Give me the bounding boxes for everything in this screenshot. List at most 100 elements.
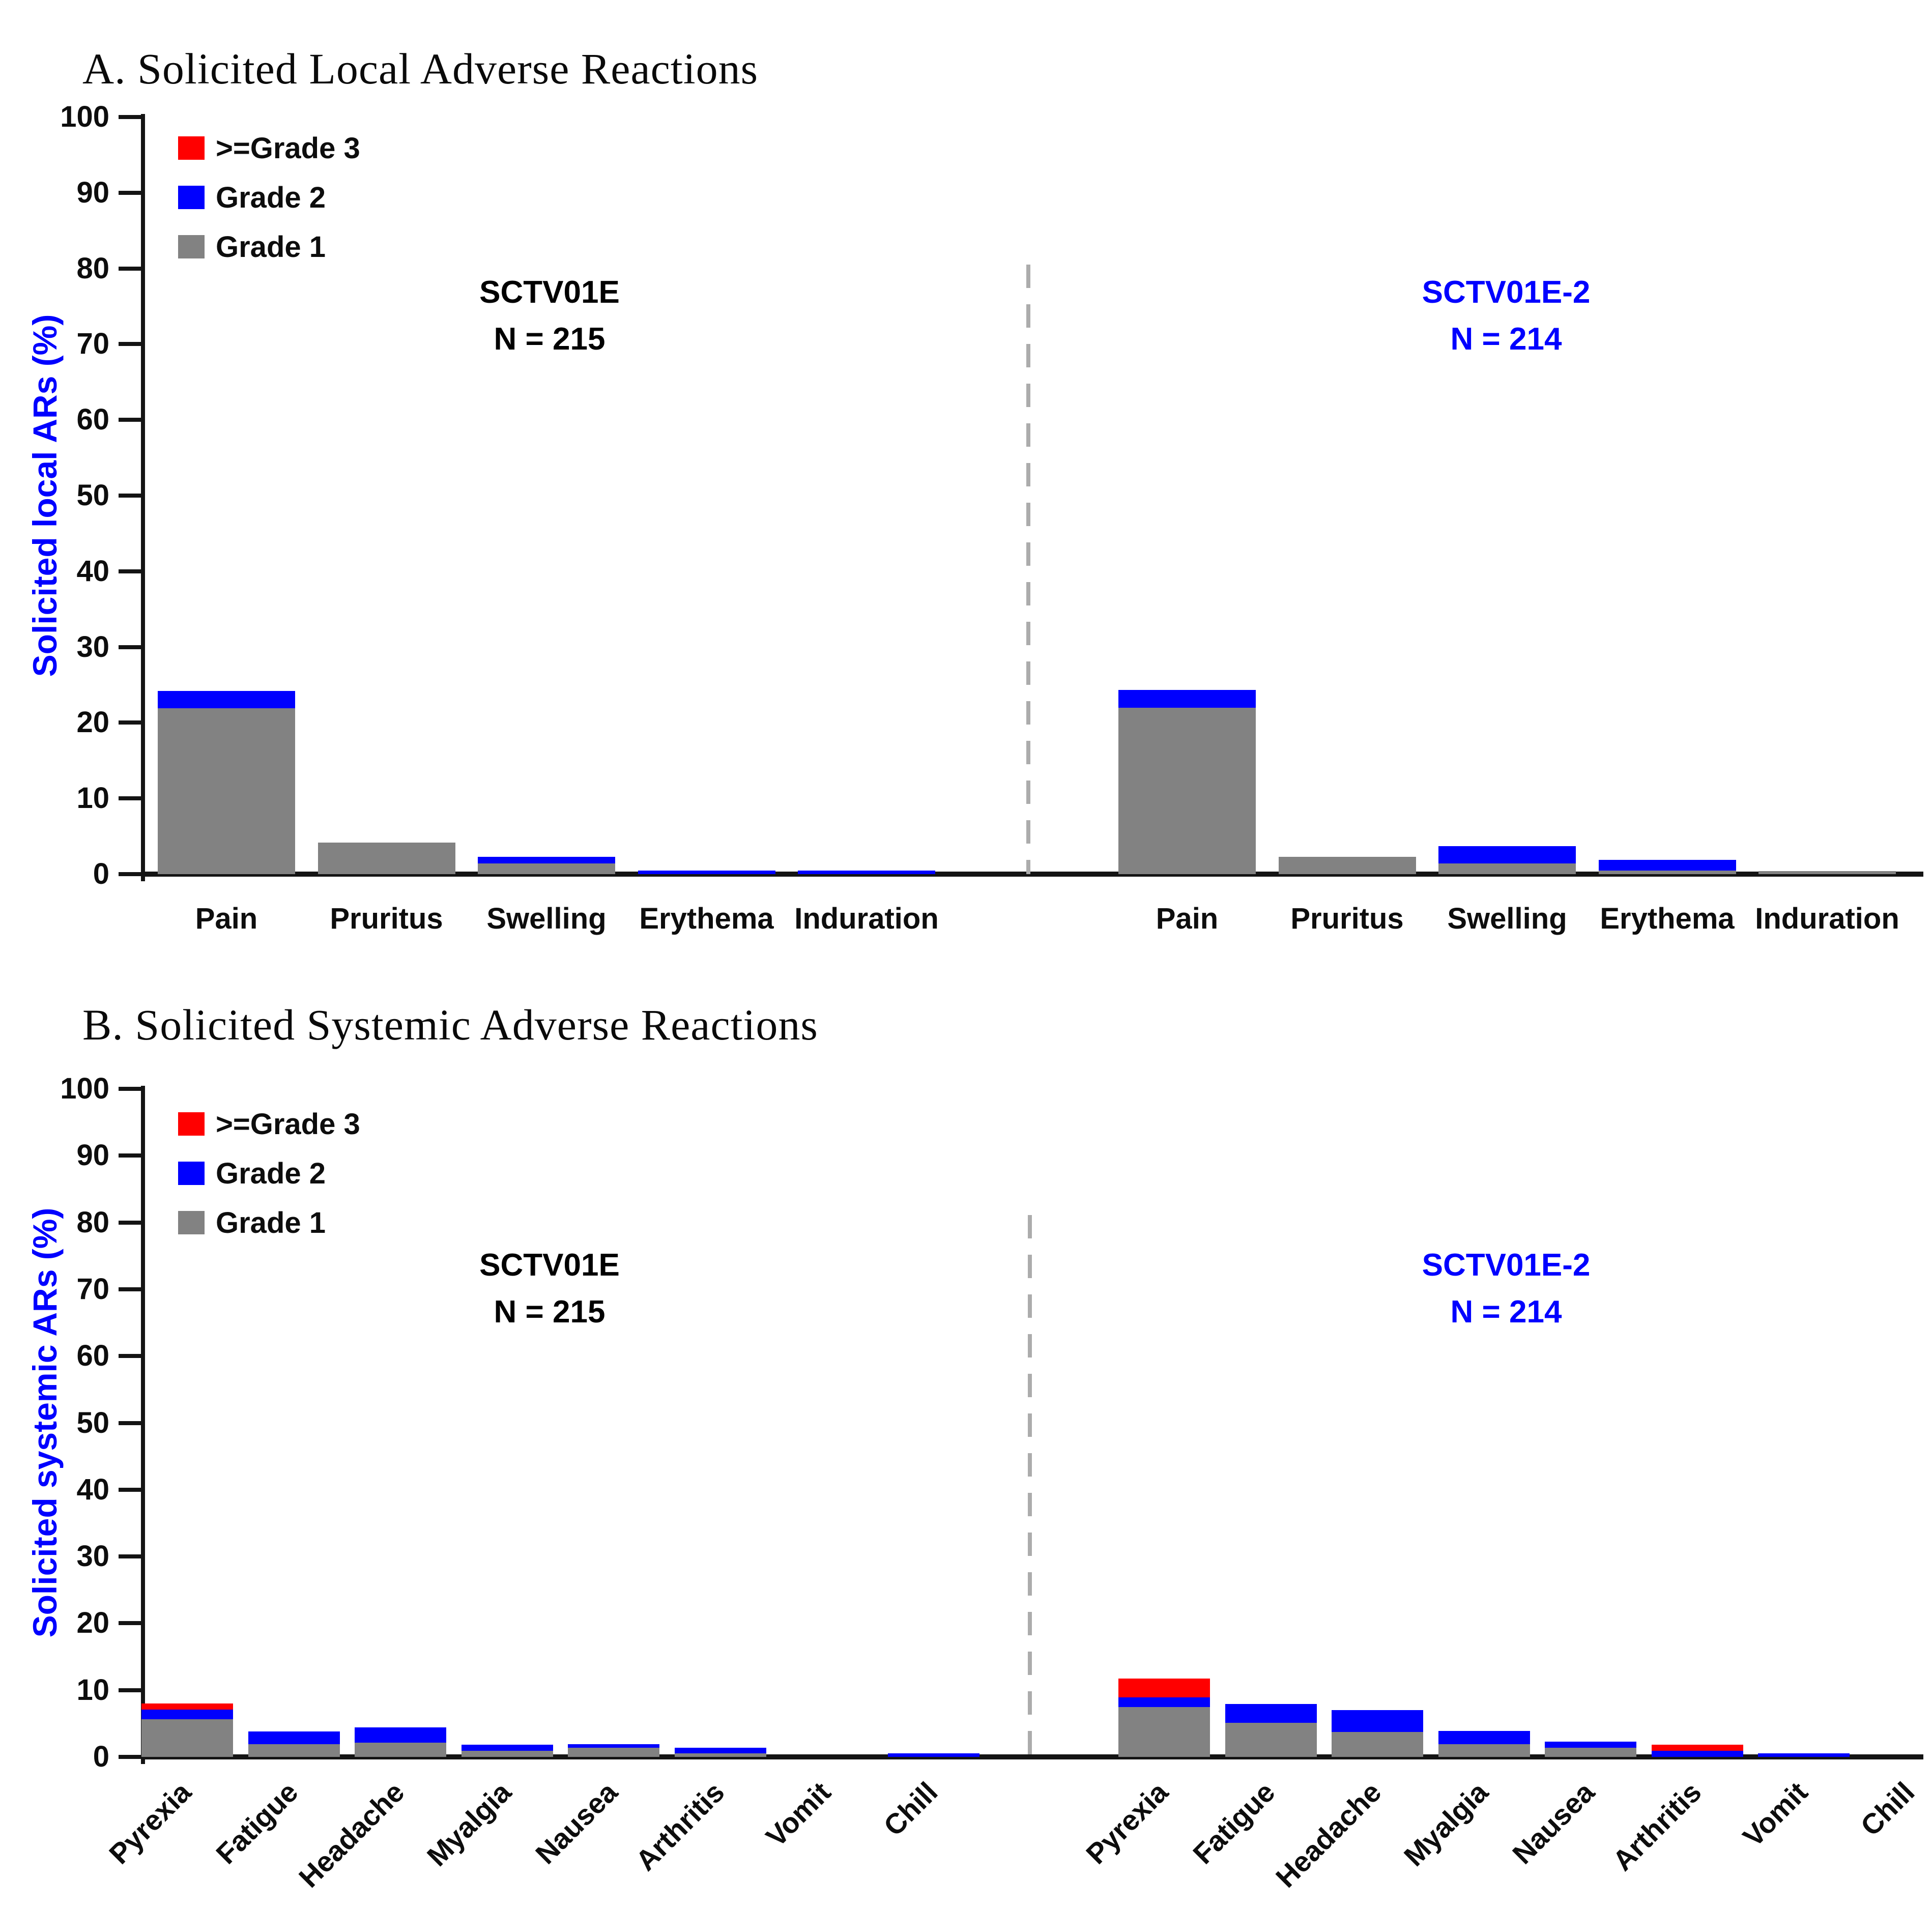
bar-fatigue-grade1 <box>1225 1723 1317 1757</box>
y-tick-label: 70 <box>76 327 109 361</box>
grade3-swatch <box>178 136 205 160</box>
legend-label-grade2: Grade 2 <box>216 181 326 214</box>
y-tick <box>119 796 141 801</box>
group-n: N = 214 <box>1450 1294 1562 1330</box>
y-tick-label: 0 <box>93 857 109 890</box>
bar-swelling-grade1 <box>478 863 615 874</box>
y-tick-label: 0 <box>93 1740 109 1773</box>
y-tick <box>119 266 141 271</box>
bar-arthritis-grade1 <box>674 1753 766 1757</box>
y-tick <box>119 1554 141 1559</box>
bar-myalgia-grade1 <box>1438 1744 1530 1757</box>
x-category-label: Pain <box>195 902 258 935</box>
bar-induration-grade2 <box>798 870 935 874</box>
legend-a: >=Grade 3 Grade 2 Grade 1 <box>178 130 360 278</box>
x-category-label: Swelling <box>486 902 607 935</box>
y-tick-label: 10 <box>76 782 109 815</box>
grade1-swatch <box>178 1211 205 1234</box>
group-header-sctv01e-local: SCTV01E N = 215 <box>270 275 829 357</box>
grade3-swatch <box>178 1112 205 1136</box>
grade2-swatch <box>178 1162 205 1185</box>
bar-fatigue-grade2 <box>248 1731 340 1745</box>
y-tick-label: 80 <box>76 1205 109 1239</box>
grade1-swatch <box>178 235 205 258</box>
y-tick <box>119 190 141 195</box>
y-tick-label: 40 <box>76 1472 109 1506</box>
bar-nausea-grade2 <box>568 1744 659 1748</box>
bar-pain-grade2 <box>1118 690 1256 708</box>
y-tick <box>119 720 141 725</box>
bar-arthritis-grade2 <box>1651 1751 1743 1757</box>
bar-swelling-grade2 <box>1438 846 1576 864</box>
y-tick <box>119 1354 141 1359</box>
x-category-label: Induration <box>1755 902 1899 935</box>
bar-swelling-grade1 <box>1438 863 1576 874</box>
bar-pain-grade1 <box>158 708 295 874</box>
group-header-sctv01e2-local: SCTV01E-2 N = 214 <box>1226 275 1786 357</box>
y-tick-label: 80 <box>76 251 109 285</box>
y-tick <box>119 494 141 498</box>
y-tick <box>119 1688 141 1692</box>
x-category-label: Pruritus <box>330 902 443 935</box>
group-name: SCTV01E-2 <box>1422 1248 1591 1283</box>
y-tick-label: 90 <box>76 176 109 209</box>
legend-label-grade1: Grade 1 <box>216 1206 326 1239</box>
y-tick-label: 90 <box>76 1139 109 1172</box>
bar-nausea-grade2 <box>1545 1741 1636 1748</box>
x-category-label: Pain <box>1156 902 1219 935</box>
y-tick <box>119 418 141 422</box>
group-name: SCTV01E <box>479 1248 620 1283</box>
panel-a-title: A. Solicited Local Adverse Reactions <box>82 44 759 94</box>
y-tick-label: 70 <box>76 1272 109 1306</box>
bar-arthritis-grade2 <box>674 1747 766 1754</box>
legend-label-grade2: Grade 2 <box>216 1157 326 1190</box>
y-tick-label: 20 <box>76 706 109 739</box>
bar-arthritis-grade3 <box>1651 1745 1743 1751</box>
y-tick <box>119 342 141 346</box>
bar-vomit-grade2 <box>1758 1753 1850 1757</box>
legend-item-grade3: >=Grade 3 <box>178 1106 360 1142</box>
y-tick-label: 60 <box>76 403 109 437</box>
y-tick <box>119 1287 141 1291</box>
bar-chill-grade2 <box>887 1753 979 1757</box>
panel-b-title: B. Solicited Systemic Adverse Reactions <box>82 1000 818 1050</box>
bar-induration-grade1 <box>1758 871 1896 874</box>
y-tick <box>119 1421 141 1425</box>
y-tick-label: 30 <box>76 1540 109 1573</box>
x-axis <box>141 872 1923 877</box>
bar-headache-grade1 <box>1332 1732 1423 1757</box>
y-tick <box>119 1621 141 1626</box>
bar-pruritus-grade1 <box>318 842 455 874</box>
x-category-label: Erythema <box>1600 902 1735 935</box>
y-tick <box>119 115 141 119</box>
y-tick <box>119 1220 141 1225</box>
y-tick-label: 50 <box>76 1406 109 1439</box>
y-tick <box>119 1087 141 1091</box>
y-tick-label: 60 <box>76 1339 109 1373</box>
bar-erythema-grade2 <box>1598 859 1736 871</box>
y-tick <box>119 1487 141 1492</box>
x-category-label: Erythema <box>639 902 774 935</box>
bar-headache-grade1 <box>355 1743 446 1757</box>
y-axis <box>141 1086 145 1764</box>
bar-pyrexia-grade2 <box>1118 1697 1210 1707</box>
legend-item-grade2: Grade 2 <box>178 180 360 215</box>
y-tick <box>119 569 141 573</box>
bar-fatigue-grade2 <box>1225 1704 1317 1723</box>
y-tick-label: 50 <box>76 479 109 512</box>
bar-swelling-grade2 <box>478 856 615 864</box>
bar-headache-grade2 <box>1332 1710 1423 1732</box>
bar-pyrexia-grade1 <box>1118 1707 1210 1757</box>
legend-item-grade2: Grade 2 <box>178 1155 360 1191</box>
bar-erythema-grade2 <box>638 870 775 874</box>
bar-pyrexia-grade3 <box>141 1703 233 1710</box>
bar-pain-grade2 <box>158 690 295 709</box>
y-tick-label: 100 <box>60 1072 109 1105</box>
x-axis <box>141 1754 1923 1759</box>
bar-fatigue-grade1 <box>248 1744 340 1757</box>
y-tick <box>119 1153 141 1158</box>
legend-item-grade1: Grade 1 <box>178 229 360 265</box>
legend-b: >=Grade 3 Grade 2 Grade 1 <box>178 1106 360 1254</box>
bar-myalgia-grade1 <box>461 1751 553 1757</box>
